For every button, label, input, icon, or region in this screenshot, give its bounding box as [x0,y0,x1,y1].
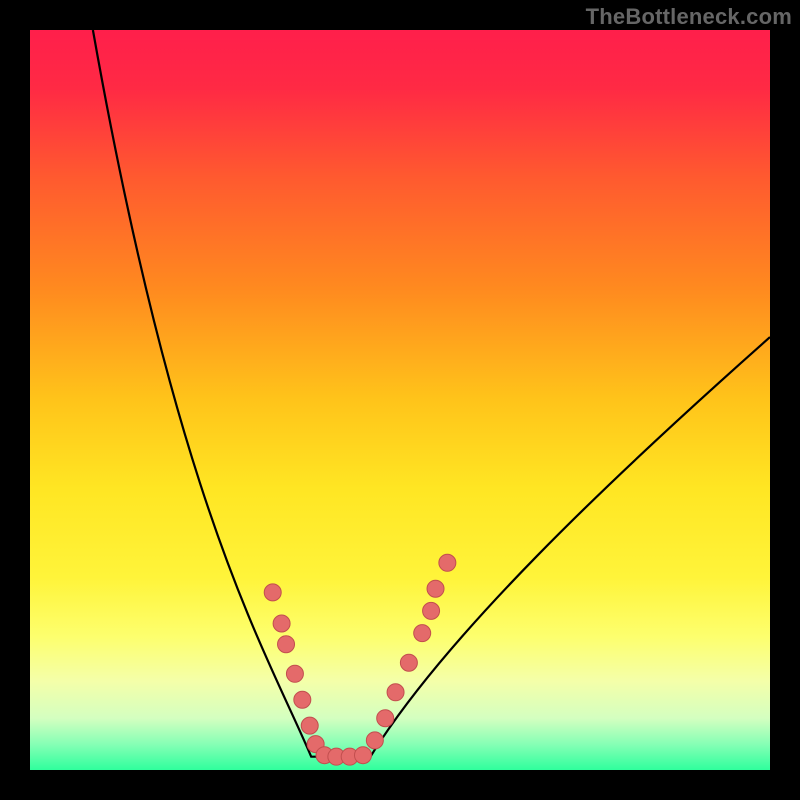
data-point-marker [278,636,295,653]
data-point-marker [439,554,456,571]
data-point-marker [400,654,417,671]
bottleneck-curve-chart [0,0,800,800]
data-point-marker [377,710,394,727]
watermark-text: TheBottleneck.com [586,4,792,30]
data-point-marker [286,665,303,682]
data-point-marker [414,625,431,642]
data-point-marker [366,732,383,749]
data-point-marker [427,580,444,597]
data-point-marker [387,684,404,701]
data-point-marker [273,615,290,632]
data-point-marker [301,717,318,734]
data-point-marker [423,602,440,619]
plot-background [30,30,770,770]
data-point-marker [355,747,372,764]
data-point-marker [264,584,281,601]
data-point-marker [294,691,311,708]
